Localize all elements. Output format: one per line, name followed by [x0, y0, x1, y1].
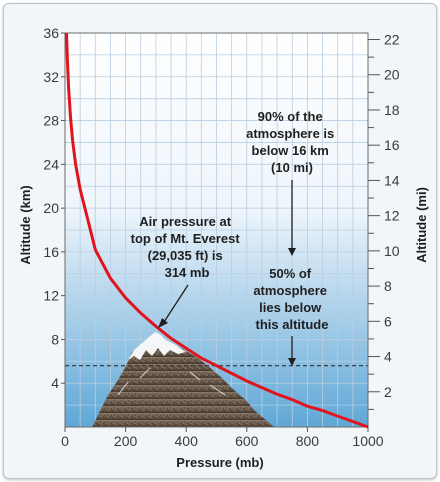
pressure-curve-series — [65, 32, 369, 429]
y-right-tick-label: 18 — [384, 102, 400, 118]
annotation-everest-line: Air pressure at — [139, 214, 231, 229]
plot-border — [64, 32, 369, 428]
annotation-ninety-line: (10 mi) — [271, 160, 313, 175]
y-right-tick-label: 12 — [384, 208, 400, 224]
y-axis-left-label: Altitude (km) — [18, 185, 33, 264]
y-axis-right-label: Altitude (mi) — [414, 187, 429, 263]
y-right-tick-label: 16 — [384, 137, 400, 153]
annotation-fifty-percent: 50% of atmosphere lies below this altitu… — [253, 266, 330, 332]
y-left-tick-label: 32 — [43, 69, 59, 85]
annotation-everest-line: (29,035 ft) is — [148, 248, 223, 263]
x-tick-label: 600 — [235, 433, 259, 449]
x-tick-label: 400 — [175, 433, 199, 449]
annotation-everest-line: top of Mt. Everest — [131, 231, 241, 246]
y-right-tick-label: 10 — [384, 243, 400, 259]
x-tick-label: 1000 — [352, 433, 383, 449]
y-left-tick-label: 8 — [51, 331, 59, 347]
y-axis-left-ticks: 4 8 12 16 20 24 28 32 36 — [43, 25, 65, 391]
y-left-tick-label: 4 — [51, 375, 59, 391]
y-axis-right-ticks: 2 4 6 8 10 12 14 16 18 20 22 — [368, 32, 400, 410]
annotation-ninety-percent: 90% of the atmosphere is below 16 km (10… — [246, 109, 338, 175]
y-right-tick-label: 14 — [384, 172, 400, 188]
x-tick-label: 200 — [114, 433, 138, 449]
annotation-fifty-line: atmosphere — [253, 283, 327, 298]
y-right-tick-label: 4 — [384, 349, 392, 365]
y-left-tick-label: 20 — [43, 200, 59, 216]
x-axis-label: Pressure (mb) — [176, 455, 263, 470]
y-left-tick-label: 36 — [43, 25, 59, 41]
y-left-tick-label: 12 — [43, 288, 59, 304]
annotation-fifty-line: lies below — [259, 300, 322, 315]
annotation-fifty-line: this altitude — [256, 317, 329, 332]
mountain — [92, 332, 274, 427]
annotation-everest: Air pressure at top of Mt. Everest (29,0… — [131, 214, 244, 280]
x-tick-label: 0 — [61, 433, 69, 449]
y-right-tick-label: 20 — [384, 67, 400, 83]
y-left-tick-label: 24 — [43, 156, 59, 172]
ninety-percent-arrow-head — [288, 248, 296, 256]
y-right-tick-label: 8 — [384, 278, 392, 294]
annotation-ninety-line: atmosphere is — [246, 126, 334, 141]
x-tick-label: 800 — [296, 433, 320, 449]
annotation-ninety-line: below 16 km — [252, 143, 329, 158]
mountain-snow — [128, 332, 186, 360]
y-right-tick-label: 2 — [384, 384, 392, 400]
y-left-tick-label: 16 — [43, 244, 59, 260]
x-axis-ticks: 0 200 400 600 800 1000 — [61, 427, 384, 449]
everest-arrow-head — [158, 318, 168, 328]
y-right-tick-label: 22 — [384, 32, 400, 48]
everest-arrow-line — [163, 284, 189, 323]
y-left-tick-label: 28 — [43, 113, 59, 129]
gridlines — [65, 33, 368, 427]
fifty-percent-arrow-head — [288, 358, 296, 366]
y-right-tick-label: 6 — [384, 313, 392, 329]
annotation-everest-line: 314 mb — [165, 265, 210, 280]
annotation-fifty-line: 50% of — [269, 266, 312, 281]
annotation-ninety-line: 90% of the — [258, 109, 323, 124]
